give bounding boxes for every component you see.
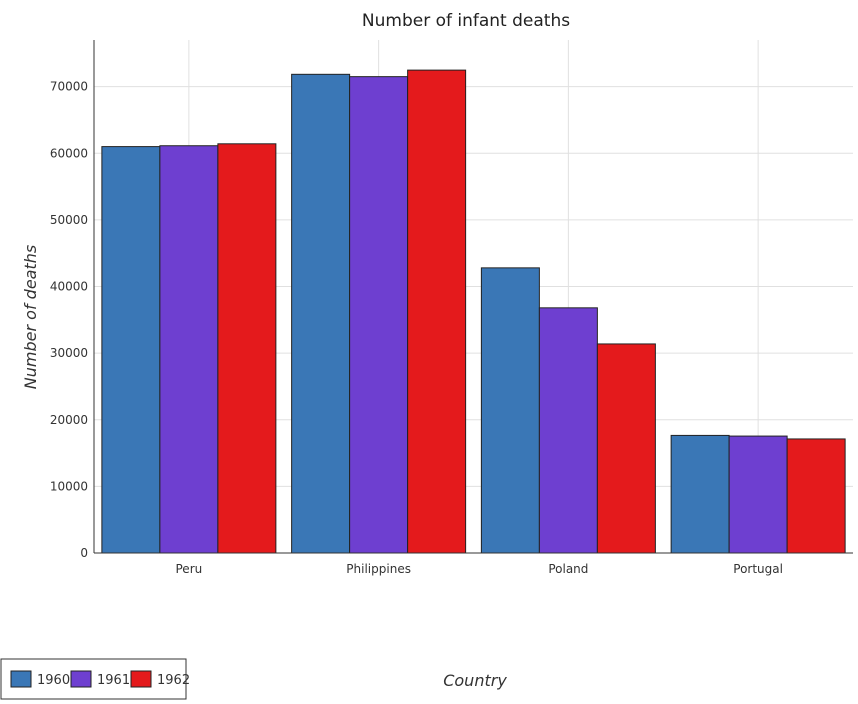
y-tick-label: 50000 xyxy=(50,213,88,227)
x-axis-label: Country xyxy=(443,671,507,690)
bar-portugal-1961 xyxy=(729,436,787,553)
chart-title: Number of infant deaths xyxy=(362,11,570,31)
x-tick-label: Philippines xyxy=(346,562,411,576)
bar-poland-1962 xyxy=(597,344,655,553)
bar-philippines-1962 xyxy=(408,70,466,553)
y-tick-label: 0 xyxy=(80,546,88,560)
bar-peru-1962 xyxy=(218,144,276,553)
legend: 1960 1961 1962 xyxy=(1,659,190,699)
bar-philippines-1961 xyxy=(350,77,408,553)
y-tick-label: 30000 xyxy=(50,346,88,360)
y-tick-label: 10000 xyxy=(50,479,88,493)
y-axis-label: Number of deaths xyxy=(21,245,40,389)
legend-swatch-1960 xyxy=(11,671,31,687)
bar-peru-1961 xyxy=(160,146,218,553)
bar-poland-1960 xyxy=(481,268,539,553)
legend-label-1960: 1960 xyxy=(37,673,70,688)
bar-peru-1960 xyxy=(102,147,160,553)
legend-swatch-1962 xyxy=(131,671,151,687)
y-tick-label: 20000 xyxy=(50,413,88,427)
y-tick-label: 70000 xyxy=(50,80,88,94)
legend-label-1962: 1962 xyxy=(157,673,190,688)
x-tick-label: Portugal xyxy=(733,562,783,576)
legend-swatch-1961 xyxy=(71,671,91,687)
x-tick-label: Peru xyxy=(176,562,203,576)
legend-label-1961: 1961 xyxy=(97,673,130,688)
y-tick-label: 40000 xyxy=(50,280,88,294)
bars xyxy=(102,70,845,553)
bar-philippines-1960 xyxy=(292,74,350,553)
bar-portugal-1962 xyxy=(787,439,845,553)
bar-poland-1961 xyxy=(539,308,597,553)
bar-portugal-1960 xyxy=(671,435,729,553)
x-tick-label: Poland xyxy=(548,562,588,576)
y-tick-label: 60000 xyxy=(50,146,88,160)
